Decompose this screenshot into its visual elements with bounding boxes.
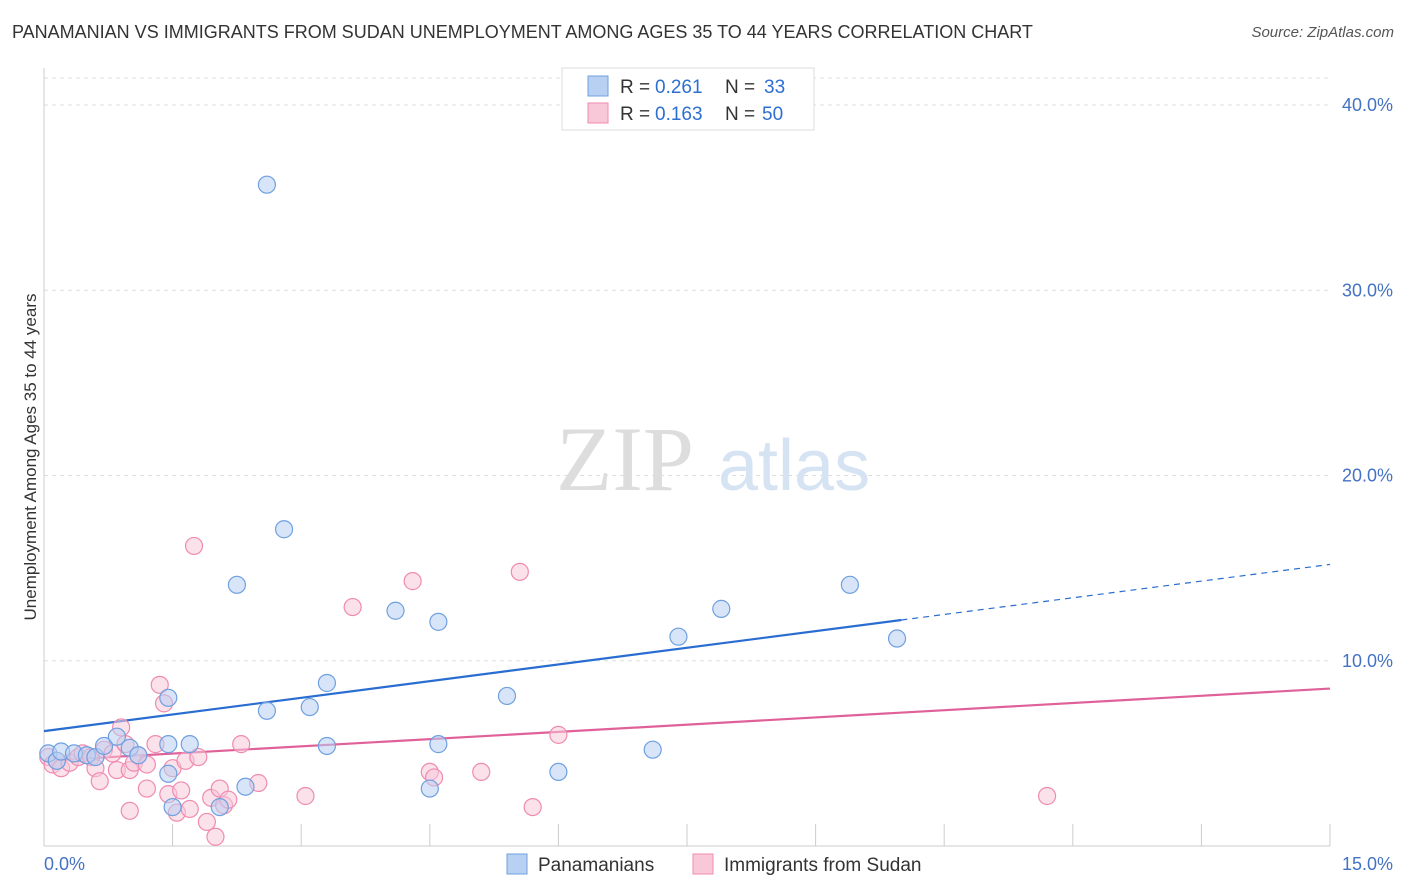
stats-legend: R = 0.261 N = 33 R = 0.163 N = 50 bbox=[561, 67, 815, 131]
watermark-zip: ZIP bbox=[556, 408, 694, 510]
sudan-point bbox=[172, 781, 191, 800]
x-tick-marks bbox=[43, 824, 1331, 846]
sudan-point bbox=[137, 779, 156, 798]
sudan-point bbox=[184, 536, 204, 556]
y-axis-title: Unemployment Among Ages 35 to 44 years bbox=[21, 294, 40, 621]
sudan-point bbox=[296, 786, 315, 806]
y-tick-labels: 10.0% 20.0% 30.0% 40.0% bbox=[1342, 95, 1393, 671]
sudan-point bbox=[90, 772, 109, 791]
panamanian-point bbox=[317, 673, 337, 693]
panamanian-point bbox=[887, 629, 907, 648]
panamanian-point bbox=[420, 779, 439, 798]
panamanian-point bbox=[163, 797, 182, 817]
panamanian-point bbox=[257, 701, 277, 720]
panamanian-trend-extension bbox=[901, 563, 1331, 621]
sudan-point bbox=[523, 797, 542, 817]
sudan-point bbox=[403, 572, 422, 591]
legend-n-label-1: N = bbox=[725, 77, 755, 98]
bottom-legend-panamanians: Panamanians bbox=[538, 855, 654, 876]
sudan-point bbox=[232, 735, 251, 754]
panamanian-point bbox=[227, 575, 246, 594]
panamanian-point bbox=[429, 612, 448, 631]
sudan-point bbox=[472, 762, 491, 782]
sudan-point bbox=[206, 827, 225, 846]
panamanian-point bbox=[94, 736, 114, 756]
y-tick-label: 30.0% bbox=[1342, 280, 1393, 300]
legend-n-value-1: 33 bbox=[764, 77, 785, 98]
panamanian-point bbox=[549, 762, 568, 782]
panamanian-point bbox=[669, 627, 688, 646]
panamanian-point bbox=[429, 735, 448, 754]
panamanian-point bbox=[712, 599, 731, 618]
bottom-legend-swatch-sudan bbox=[692, 853, 714, 875]
sudan-point bbox=[343, 597, 362, 617]
legend-r-label-1: R = bbox=[620, 77, 650, 98]
watermark-atlas: atlas bbox=[718, 426, 870, 506]
sudan-trend-line bbox=[43, 687, 1331, 762]
sudan-point bbox=[189, 747, 208, 767]
panamanian-point bbox=[210, 797, 229, 817]
legend-n-label-2: N = bbox=[725, 104, 755, 125]
x-tick-label: 0.0% bbox=[44, 854, 85, 874]
data-points bbox=[39, 175, 1057, 846]
panamanian-point bbox=[236, 777, 255, 796]
sudan-point bbox=[180, 799, 199, 819]
panamanian-point bbox=[129, 746, 148, 765]
panamanian-point bbox=[274, 520, 294, 539]
sudan-point bbox=[1037, 786, 1057, 806]
y-tick-label: 20.0% bbox=[1342, 466, 1393, 486]
legend-r-value-2: 0.163 bbox=[655, 104, 703, 125]
x-tick-label: 15.0% bbox=[1342, 854, 1393, 874]
legend-swatch-panamanians bbox=[587, 75, 609, 97]
sudan-point bbox=[510, 562, 529, 581]
bottom-legend-sudan: Immigrants from Sudan bbox=[724, 855, 921, 876]
bottom-legend-swatch-panamanians bbox=[506, 853, 528, 875]
trend-lines bbox=[43, 563, 1331, 762]
legend-r-label-2: R = bbox=[620, 104, 650, 125]
sudan-point bbox=[120, 801, 139, 820]
panamanian-point bbox=[159, 688, 178, 707]
panamanian-point bbox=[257, 175, 277, 194]
panamanian-point bbox=[159, 764, 178, 783]
y-tick-label: 10.0% bbox=[1342, 651, 1393, 671]
legend-swatch-sudan bbox=[587, 102, 609, 124]
source-label: Source: ZipAtlas.com bbox=[1251, 24, 1394, 41]
panamanian-point bbox=[643, 740, 662, 759]
panamanian-point bbox=[180, 735, 199, 754]
panamanian-trend-line bbox=[43, 618, 902, 733]
panamanian-point bbox=[159, 735, 178, 754]
x-tick-labels: 0.0% 15.0% bbox=[44, 854, 1393, 874]
legend-n-value-2: 50 bbox=[762, 104, 783, 125]
panamanian-point bbox=[317, 736, 337, 756]
panamanian-point bbox=[300, 697, 319, 717]
panamanian-point bbox=[386, 601, 405, 620]
grid-lines bbox=[44, 77, 1330, 662]
panamanian-point bbox=[840, 575, 859, 594]
panamanian-point bbox=[497, 686, 517, 706]
sudan-point bbox=[150, 675, 169, 694]
y-tick-label: 40.0% bbox=[1342, 95, 1393, 115]
legend-r-value-1: 0.261 bbox=[655, 77, 703, 98]
sudan-point bbox=[197, 812, 216, 832]
bottom-legend: Panamanians Immigrants from Sudan bbox=[506, 853, 921, 876]
chart-title: PANAMANIAN VS IMMIGRANTS FROM SUDAN UNEM… bbox=[12, 22, 1033, 42]
sudan-point bbox=[549, 725, 568, 744]
panamanian-point bbox=[107, 727, 126, 746]
